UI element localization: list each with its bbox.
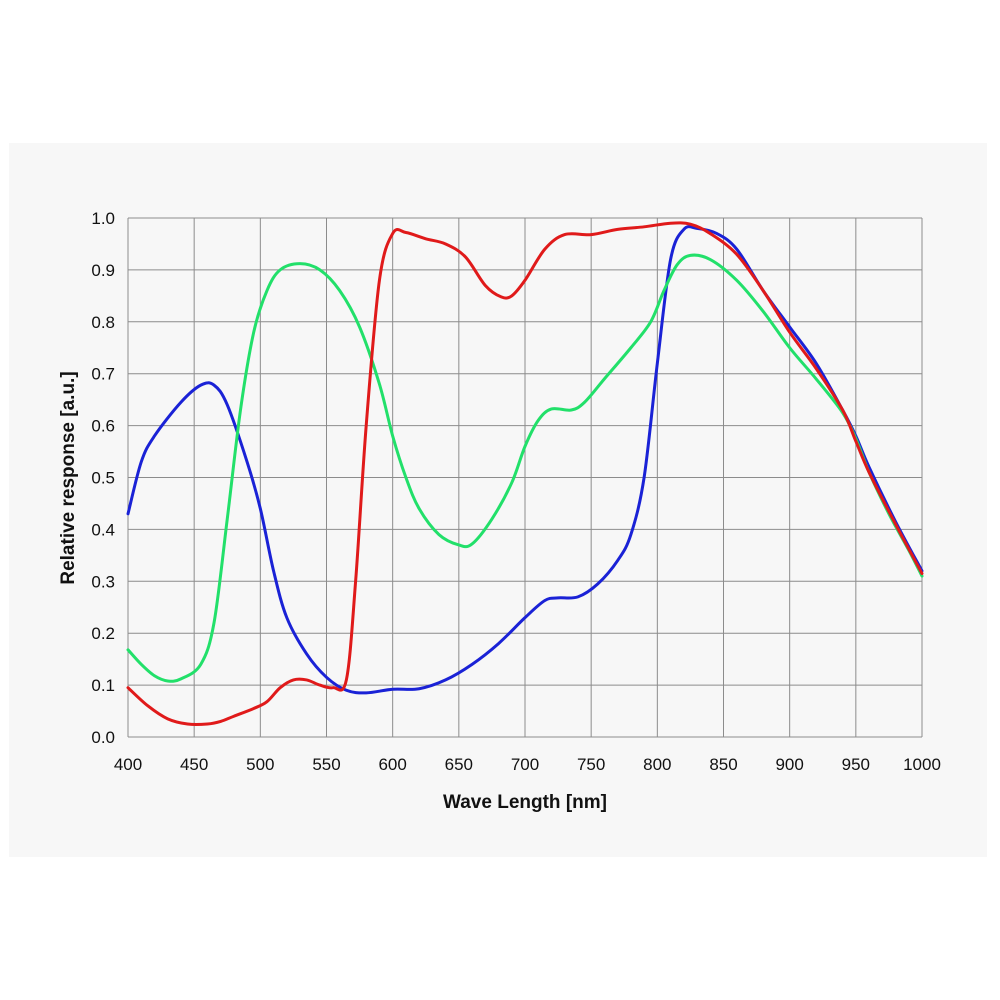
x-tick-label: 750 xyxy=(577,755,605,774)
y-tick-label: 0.2 xyxy=(91,624,115,643)
x-axis-title: Wave Length [nm] xyxy=(443,792,607,813)
x-tick-label: 850 xyxy=(709,755,737,774)
x-tick-label: 800 xyxy=(643,755,671,774)
x-tick-label: 900 xyxy=(775,755,803,774)
x-tick-label: 550 xyxy=(312,755,340,774)
y-tick-label: 0.3 xyxy=(91,572,115,591)
chart-panel xyxy=(9,143,987,857)
x-tick-label: 600 xyxy=(378,755,406,774)
x-tick-labels: 400 450 500 550 600 650 700 750 800 850 900 950 1000 xyxy=(114,755,941,774)
x-tick-label: 500 xyxy=(246,755,274,774)
x-tick-label: 450 xyxy=(180,755,208,774)
y-tick-label: 0.0 xyxy=(91,728,115,747)
y-axis-title: Relative response [a.u.] xyxy=(58,371,79,584)
y-tick-label: 0.8 xyxy=(91,313,115,332)
y-tick-label: 0.7 xyxy=(91,365,115,384)
y-tick-label: 0.4 xyxy=(91,520,115,539)
x-tick-label: 650 xyxy=(445,755,473,774)
grid xyxy=(127,217,923,738)
y-tick-label: 0.1 xyxy=(91,676,115,695)
x-tick-label: 1000 xyxy=(903,755,941,774)
y-tick-label: 0.5 xyxy=(91,469,115,488)
y-tick-label: 0.9 xyxy=(91,261,115,280)
series-group xyxy=(126,221,924,727)
y-tick-labels: 0.0 0.1 0.2 0.3 0.4 0.5 0.6 0.7 0.8 0.9 1.0 xyxy=(91,209,115,747)
y-tick-label: 0.6 xyxy=(91,417,115,436)
y-tick-label: 1.0 xyxy=(91,209,115,228)
x-tick-label: 950 xyxy=(842,755,870,774)
x-tick-label: 700 xyxy=(511,755,539,774)
x-tick-label: 400 xyxy=(114,755,142,774)
series-line-2 xyxy=(126,253,924,683)
series-line-3 xyxy=(126,221,924,727)
